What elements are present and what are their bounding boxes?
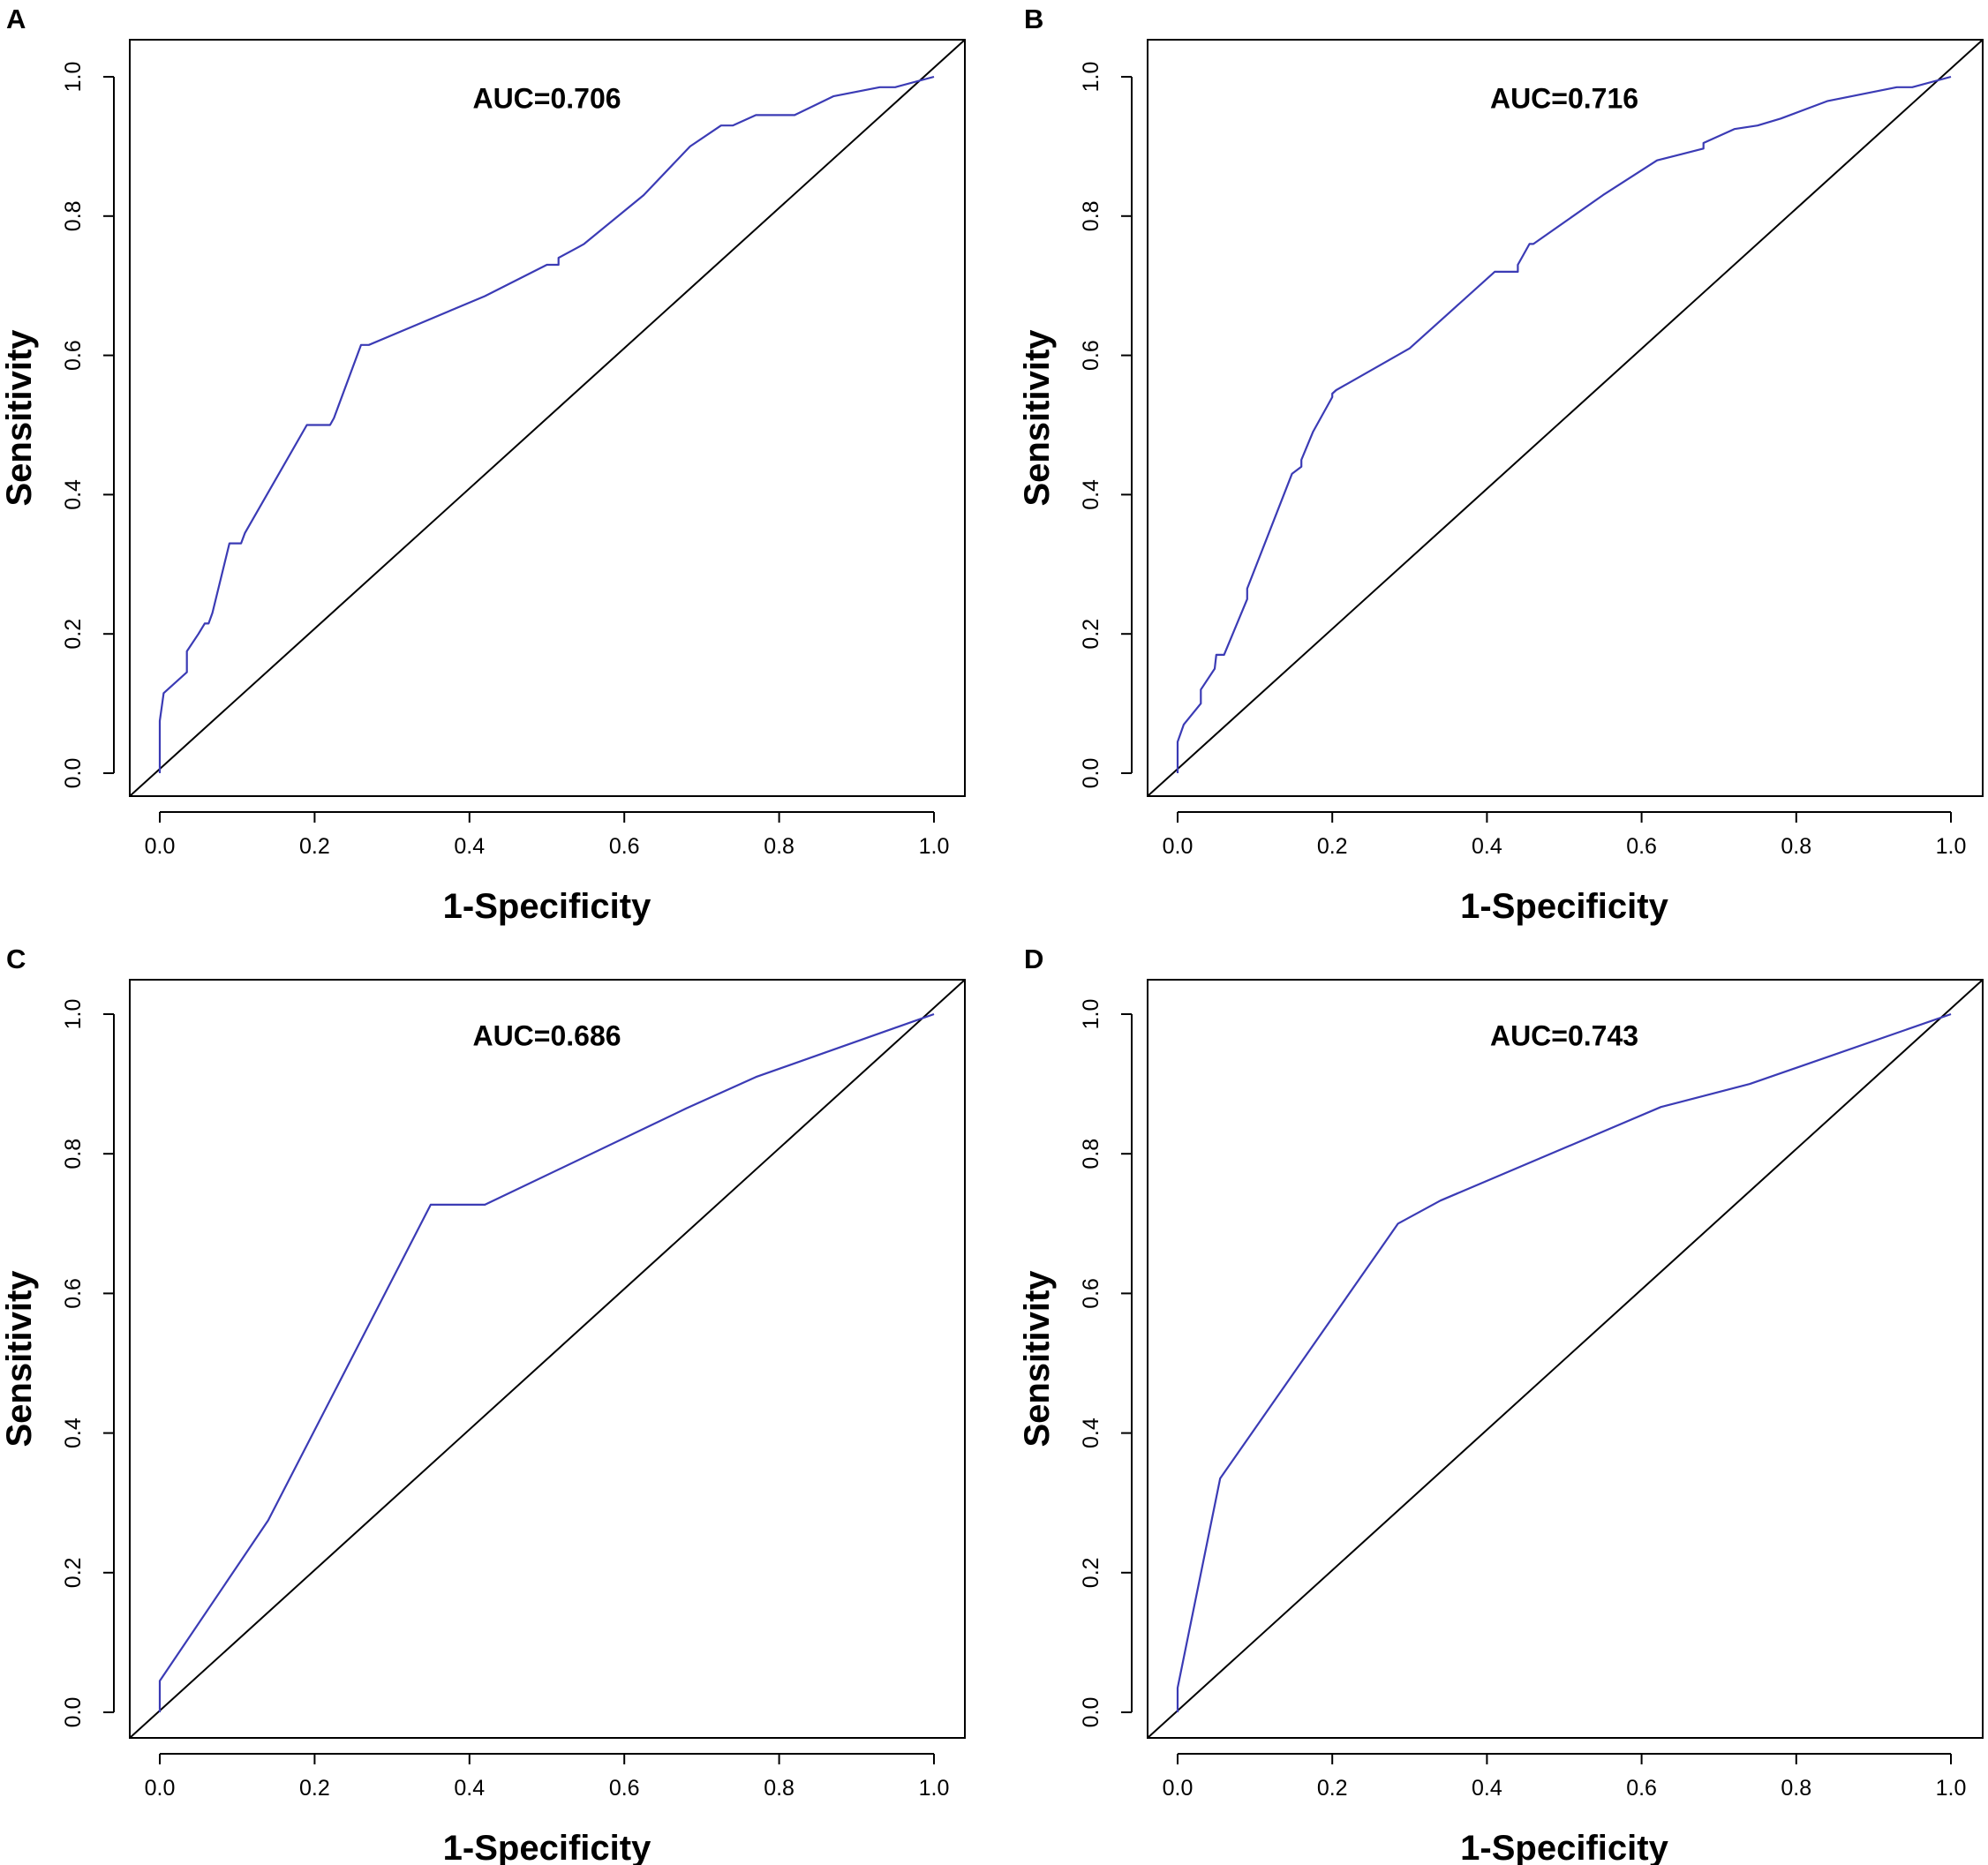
auc-annotation: AUC=0.706: [472, 83, 621, 115]
y-tick-label: 1.0: [1079, 62, 1103, 93]
panel-letter: A: [6, 4, 26, 34]
reference-diagonal-line: [129, 39, 966, 797]
y-tick-label: 0.4: [61, 479, 86, 510]
x-tick-label: 0.6: [609, 1776, 640, 1801]
x-tick-label: 0.2: [1317, 1776, 1348, 1801]
roc-panel-c: C 0.0 0.2 0.4 0.6 0.8 1.0 0.0 0.2 0.4 0.6 0.8 1.0 1-S…: [0, 944, 966, 1865]
roc-curve-line: [1176, 1012, 1952, 1712]
plot-frame: [1147, 39, 1984, 797]
roc-panel-d: D 0.0 0.2 0.4 0.6 0.8 1.0 0.0 0.2 0.4 0.6 0.8 1.0 1-S…: [1018, 944, 1984, 1865]
x-tick-label: 0.2: [299, 834, 330, 859]
x-tick-label: 0.6: [1626, 1776, 1657, 1801]
y-tick-label: 0.2: [1079, 619, 1103, 650]
y-tick-label: 1.0: [61, 62, 86, 93]
auc-annotation: AUC=0.743: [1490, 1020, 1638, 1052]
y-tick-label: 0.6: [61, 1278, 86, 1309]
y-tick-label: 0.8: [61, 1139, 86, 1169]
auc-annotation: AUC=0.686: [472, 1020, 621, 1052]
y-tick-label: 1.0: [61, 999, 86, 1030]
x-tick-label: 0.2: [1317, 834, 1348, 859]
x-axis-title: 1-Specificity: [1460, 1829, 1668, 1865]
x-tick-label: 0.0: [145, 1776, 176, 1801]
y-tick-label: 0.0: [1079, 758, 1103, 789]
panel-letter: D: [1024, 944, 1043, 974]
x-axis-title: 1-Specificity: [443, 1829, 651, 1865]
x-tick-label: 1.0: [919, 1776, 950, 1801]
y-tick-label: 0.0: [1079, 1697, 1103, 1728]
x-tick-label: 0.8: [1781, 1776, 1811, 1801]
plot-frame: [129, 39, 966, 797]
reference-diagonal-line: [1147, 39, 1984, 797]
x-tick-label: 0.0: [145, 834, 176, 859]
y-axis-title: Sensitivity: [1018, 1270, 1057, 1448]
roc-curve-line: [158, 1012, 935, 1712]
x-tick-label: 0.6: [1626, 834, 1657, 859]
y-tick-label: 0.6: [1079, 340, 1103, 371]
x-tick-label: 0.8: [1781, 834, 1811, 859]
y-tick-label: 0.2: [61, 1557, 86, 1588]
x-tick-label: 0.0: [1163, 834, 1194, 859]
x-tick-label: 0.4: [1472, 834, 1502, 859]
y-tick-label: 0.2: [1079, 1557, 1103, 1588]
panel-letter: B: [1024, 4, 1043, 34]
x-axis-title: 1-Specificity: [1460, 887, 1668, 926]
y-axis-title: Sensitivity: [0, 1270, 39, 1448]
plot-frame: [1147, 979, 1984, 1739]
y-tick-label: 0.2: [61, 619, 86, 650]
x-tick-label: 0.4: [1472, 1776, 1502, 1801]
roc-panel-a: A 0.0 0.2 0.4 0.6 0.8 1.0 0.0 0.2 0.4 0.6 0.8 1.0 1-S…: [0, 4, 966, 926]
roc-curve-line: [1176, 75, 1952, 773]
x-tick-label: 0.6: [609, 834, 640, 859]
x-tick-label: 1.0: [919, 834, 950, 859]
y-tick-label: 0.8: [61, 200, 86, 231]
roc-curve-line: [158, 75, 935, 773]
y-axis-title: Sensitivity: [1018, 329, 1057, 507]
y-tick-label: 0.4: [1079, 479, 1103, 510]
y-tick-label: 0.0: [61, 758, 86, 789]
x-tick-label: 0.2: [299, 1776, 330, 1801]
reference-diagonal-line: [1147, 979, 1984, 1739]
x-tick-label: 0.8: [764, 834, 794, 859]
y-axis-title: Sensitivity: [0, 329, 39, 507]
x-tick-label: 0.4: [454, 834, 485, 859]
x-tick-label: 0.4: [454, 1776, 485, 1801]
y-tick-label: 1.0: [1079, 999, 1103, 1030]
y-tick-label: 0.6: [61, 340, 86, 371]
y-tick-label: 0.4: [61, 1418, 86, 1448]
y-tick-label: 0.4: [1079, 1418, 1103, 1448]
y-tick-label: 0.6: [1079, 1278, 1103, 1309]
x-tick-label: 0.0: [1163, 1776, 1194, 1801]
y-tick-label: 0.0: [61, 1697, 86, 1728]
y-tick-label: 0.8: [1079, 200, 1103, 231]
x-tick-label: 0.8: [764, 1776, 794, 1801]
reference-diagonal-line: [129, 979, 966, 1739]
plot-frame: [129, 979, 966, 1739]
auc-annotation: AUC=0.716: [1490, 83, 1638, 115]
y-tick-label: 0.8: [1079, 1139, 1103, 1169]
roc-panel-b: B 0.0 0.2 0.4 0.6 0.8 1.0 0.0 0.2 0.4 0.6 0.8 1.0 1-S…: [1018, 4, 1984, 926]
x-tick-label: 1.0: [1936, 834, 1967, 859]
x-tick-label: 1.0: [1936, 1776, 1967, 1801]
panel-letter: C: [6, 944, 26, 974]
x-axis-title: 1-Specificity: [443, 887, 651, 926]
